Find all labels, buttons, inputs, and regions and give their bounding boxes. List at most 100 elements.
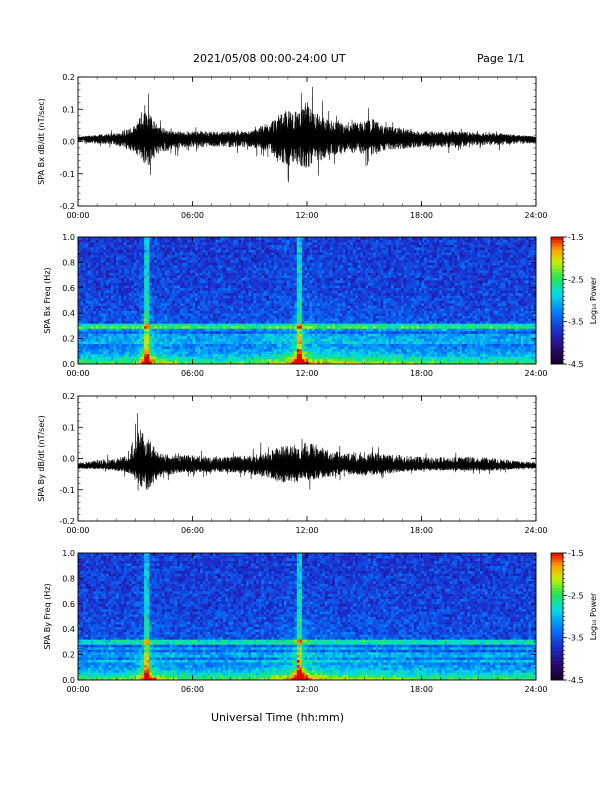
spectrogram-cell [261,308,265,311]
spectrogram-cell [228,285,231,289]
spectrogram-cell [88,346,92,350]
spectrogram-cell [95,295,99,299]
spectrogram-cell [248,356,252,360]
spectrogram-cell [240,270,244,273]
spectrogram-cell [146,320,150,324]
spectrogram-cell [309,358,313,362]
spectrogram-cell [141,247,145,250]
spectrogram-cell [296,320,300,324]
spectrogram-cell [230,333,234,337]
spectrogram-cell [121,252,125,256]
spectrogram-cell [261,270,265,273]
spectrogram-cell [215,308,219,311]
spectrogram-cell [136,343,140,347]
spectrogram-cell [238,341,242,344]
spectrogram-cell [159,267,163,271]
spectrogram-cell [80,247,84,250]
spectrogram-cell [174,254,178,258]
spectrogram-cell [169,249,173,253]
spectrogram-cell [105,313,109,317]
spectrogram-cell [276,346,280,350]
spectrogram-cell [187,323,191,327]
spectrogram-cell [164,272,168,276]
spectrogram-cell [207,290,211,294]
spectrogram-cell [319,277,323,281]
spectrogram-cell [169,275,173,278]
spectrogram-cell [85,356,89,360]
spectrogram-cell [111,297,114,301]
spectrogram-cell [167,264,170,268]
spectrogram-cell [177,270,181,273]
spectrogram-cell [200,328,203,332]
spectrogram-cell [136,297,140,301]
spectrogram-cell [314,295,318,299]
spectrogram-cell [131,257,135,261]
spectrogram-cell [238,295,242,299]
spectrogram-cell [136,295,140,299]
spectrogram-cell [240,343,244,347]
spectrogram-cell [177,328,181,332]
spectrogram-cell [83,264,86,268]
spectrogram-cell [205,292,209,296]
spectrogram-cell [205,262,209,266]
spectrogram-cell [187,249,191,253]
spectrogram-cell [169,297,173,301]
spectrogram-cell [144,325,147,329]
spectrogram-cell [123,323,127,327]
spectrogram-cell [154,361,158,365]
spectrogram-cell [80,249,84,253]
spectrogram-cell [223,333,226,337]
spectrogram-cell [98,305,102,309]
spectrogram-cell [299,277,303,281]
spectrogram-cell [301,280,305,284]
spectrogram-cell [314,270,318,273]
spectrogram-cell [78,259,81,263]
spectrogram-cell [245,333,249,337]
spectrogram-cell [263,308,267,311]
spectrogram-cell [210,313,214,317]
spectrogram-cell [141,252,145,256]
spectrogram-cell [126,249,130,253]
spectrogram-cell [245,242,249,245]
spectrogram-cell [317,310,321,314]
spectrogram-cell [233,239,237,243]
spectrogram-cell [83,351,86,355]
spectrogram-cell [144,356,147,360]
spectrogram-cell [167,272,170,276]
spectrogram-cell [156,247,160,250]
spectrogram-cell [177,300,181,304]
spectrogram-cell [205,257,209,261]
spectrogram-cell [225,257,229,261]
spectrogram-cell [253,346,257,350]
spectrogram-cell [93,290,97,294]
spectrogram-cell [80,267,84,271]
spectrogram-cell [156,270,160,273]
spectrogram-cell [251,310,254,314]
spectrogram-cell [169,336,173,339]
spectrogram-cell [83,259,86,263]
spectrogram-cell [276,315,280,319]
spectrogram-cell [187,328,191,332]
spectrogram-cell [212,353,216,357]
spectrogram-cell [144,287,147,291]
spectrogram-cell [200,282,203,286]
spectrogram-cell [240,315,244,319]
spectrogram-cell [167,252,170,256]
spectrogram-cell [261,242,265,245]
spectrogram-cell [223,320,226,324]
spectrogram-cell [139,264,142,268]
spectrogram-cell [245,272,249,276]
spectrogram-cell [195,249,198,253]
spectrogram-cell [177,348,181,352]
spectrogram-cell [207,303,211,306]
spectrogram-cell [189,264,193,268]
spectrogram-cell [182,325,186,329]
spectrogram-cell [100,270,104,273]
spectrogram-cell [299,303,303,306]
spectrogram-cell [307,280,310,284]
spectrogram-cell [319,287,323,291]
spectrogram-cell [159,280,163,284]
spectrogram-cell [184,292,188,296]
spectrogram-cell [177,341,181,344]
spectrogram-cell [139,242,142,245]
